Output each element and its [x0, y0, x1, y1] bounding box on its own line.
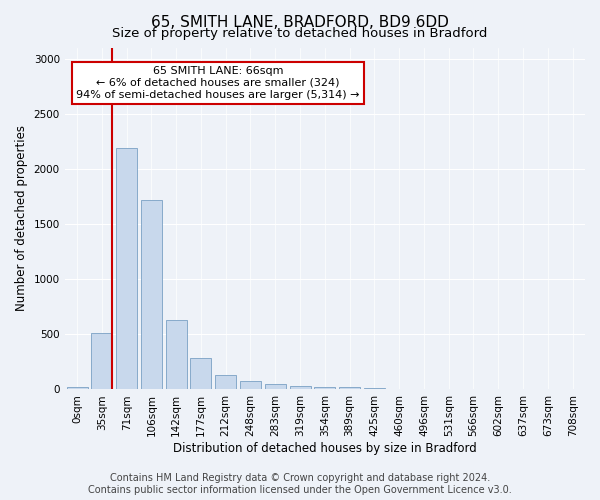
Bar	[116, 148, 137, 390]
Bar	[166, 320, 187, 390]
Bar	[339, 388, 360, 390]
Text: Contains HM Land Registry data © Crown copyright and database right 2024.
Contai: Contains HM Land Registry data © Crown c…	[88, 474, 512, 495]
Bar	[190, 358, 211, 390]
Text: Size of property relative to detached houses in Bradford: Size of property relative to detached ho…	[112, 28, 488, 40]
Bar	[141, 200, 162, 390]
Bar	[215, 375, 236, 390]
Bar	[290, 386, 311, 390]
Bar	[413, 389, 434, 390]
Text: 65 SMITH LANE: 66sqm
← 6% of detached houses are smaller (324)
94% of semi-detac: 65 SMITH LANE: 66sqm ← 6% of detached ho…	[76, 66, 360, 100]
Bar	[240, 381, 261, 390]
Bar	[67, 388, 88, 390]
Bar	[265, 384, 286, 390]
Bar	[314, 386, 335, 390]
Y-axis label: Number of detached properties: Number of detached properties	[15, 126, 28, 312]
Bar	[91, 333, 112, 390]
X-axis label: Distribution of detached houses by size in Bradford: Distribution of detached houses by size …	[173, 442, 477, 455]
Text: 65, SMITH LANE, BRADFORD, BD9 6DD: 65, SMITH LANE, BRADFORD, BD9 6DD	[151, 15, 449, 30]
Bar	[364, 388, 385, 390]
Bar	[389, 389, 410, 390]
